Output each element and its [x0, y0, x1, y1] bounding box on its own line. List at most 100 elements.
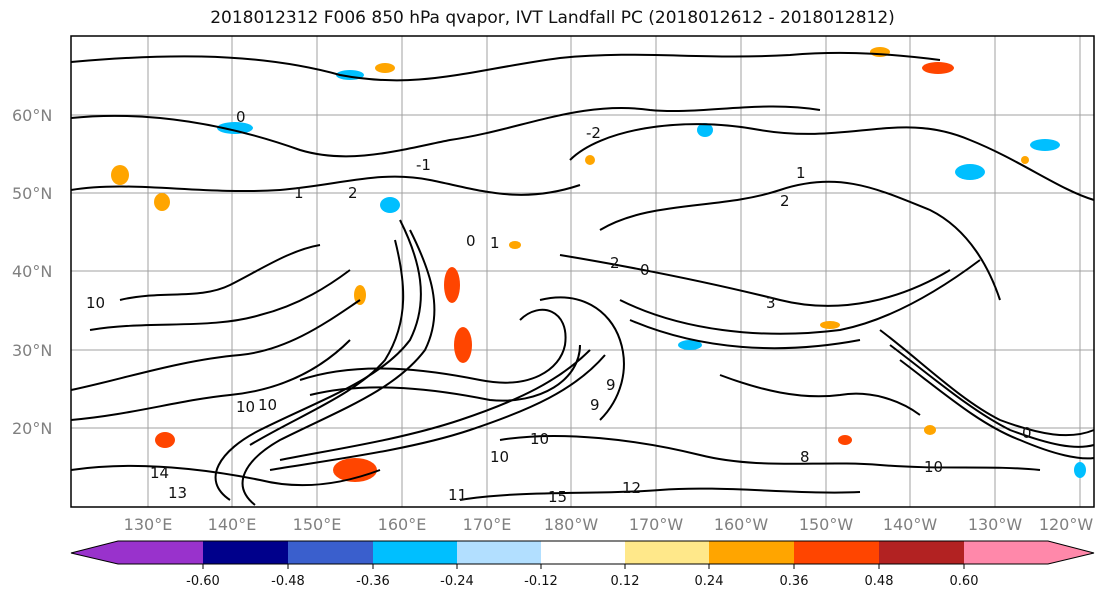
colorbar-extend-max [1048, 541, 1094, 564]
contour-line [89, 269, 351, 331]
colorbar-segment [964, 541, 1048, 564]
lon-label-140e: 140°E [208, 515, 257, 534]
contour-line [459, 487, 861, 501]
contour-label: 0 [236, 108, 246, 126]
colorbar-tick-label: -0.24 [440, 574, 474, 589]
lon-label-130w: 130°W [968, 515, 1023, 534]
colorbar-segment [879, 541, 964, 564]
lon-label-150e: 150°E [293, 515, 342, 534]
lon-label-130e: 130°E [124, 515, 173, 534]
colorbar-segment [625, 541, 709, 564]
qvapor-shading [111, 47, 1086, 482]
contour-label: -2 [586, 124, 601, 142]
colorbar-segment [709, 541, 794, 564]
chart-title: 2018012312 F006 850 hPa qvapor, IVT Land… [210, 8, 895, 28]
shading-patch [585, 155, 595, 165]
contour-line [241, 229, 436, 506]
contour-label: 2 [610, 254, 620, 272]
contour-label: 0 [466, 232, 476, 250]
contour-label: 10 [490, 448, 509, 466]
contour-line [719, 374, 921, 416]
colorbar-tick-label: -0.60 [186, 574, 220, 589]
contour-label: 14 [150, 464, 169, 482]
contour-label: 10 [530, 430, 549, 448]
contour-label: 2 [348, 184, 358, 202]
lon-label-180w: 180°W [544, 515, 599, 534]
contour-label: 10 [86, 294, 105, 312]
shading-patch [154, 193, 170, 211]
contour-label: -1 [416, 156, 431, 174]
contour-label: 0 [640, 261, 650, 279]
shading-patch [678, 340, 702, 350]
contour-line [249, 239, 405, 446]
contour-label: 1 [294, 184, 304, 202]
contour-line [499, 434, 1041, 471]
contour-label: 15 [548, 488, 567, 506]
colorbar-tick-label: 0.12 [611, 574, 640, 589]
shading-patch [955, 164, 985, 180]
contour-line [879, 329, 1095, 437]
colorbar-segment [118, 541, 203, 564]
shading-patch [1021, 156, 1029, 164]
contour-label: 10 [924, 458, 943, 476]
contour-labels: 0 1 2 -2 -1 1 2 0 1 2 3 0 9 10 10 14 13 … [86, 108, 1032, 506]
shading-patch [697, 123, 713, 137]
contour-line [559, 254, 951, 307]
shading-patch [380, 197, 400, 213]
lon-label-170e: 170°E [463, 515, 512, 534]
contour-label: 12 [622, 479, 641, 497]
latitude-labels: 60°N 50°N 40°N 30°N 20°N [12, 106, 52, 438]
ivt-contours [70, 51, 1095, 506]
colorbar-segment [457, 541, 541, 564]
colorbar-ticks [202, 564, 965, 569]
contour-label: 9 [590, 396, 600, 414]
shading-patch [375, 63, 395, 73]
shading-patch [217, 122, 253, 134]
colorbar-segment [373, 541, 457, 564]
lon-label-140w: 140°W [883, 515, 938, 534]
lat-label-30n: 30°N [12, 341, 52, 360]
shading-patch [838, 435, 852, 445]
contour-label: 10 [258, 396, 277, 414]
shading-patch [111, 165, 129, 185]
shading-patch [820, 321, 840, 329]
longitude-labels: 130°E 140°E 150°E 160°E 170°E 180°W 170°… [124, 515, 1094, 534]
colorbar-segment [203, 541, 288, 564]
contour-line [70, 175, 581, 196]
contour-line [70, 105, 821, 158]
contour-line [539, 296, 625, 421]
contour-line [70, 299, 361, 391]
contour-label: 13 [168, 484, 187, 502]
colorbar-segment [288, 541, 373, 564]
contour-label: 11 [448, 486, 467, 504]
colorbar-tick-label: 0.48 [865, 574, 894, 589]
contour-line [279, 349, 591, 461]
colorbar-segment [541, 541, 625, 564]
lon-label-160e: 160°E [378, 515, 427, 534]
colorbar: -0.60 -0.48 -0.36 -0.24 -0.12 0.12 0.24 … [70, 540, 1095, 589]
shading-patch [1074, 462, 1086, 478]
lat-label-50n: 50°N [12, 184, 52, 203]
contour-label: 10 [236, 398, 255, 416]
shading-patch [509, 241, 521, 249]
contour-line [70, 339, 351, 421]
colorbar-tick-label: -0.48 [271, 574, 305, 589]
colorbar-tick-label: -0.12 [524, 574, 558, 589]
contour-label: 3 [766, 294, 776, 312]
colorbar-tick-label: 0.60 [950, 574, 979, 589]
contour-label: 0 [1022, 424, 1032, 442]
contour-line [214, 219, 422, 501]
contour-line [299, 308, 567, 384]
shading-patch [354, 285, 366, 305]
contour-line [119, 244, 321, 301]
lat-label-20n: 20°N [12, 419, 52, 438]
colorbar-outline [70, 540, 1095, 565]
gridlines [71, 36, 1094, 507]
contour-line [309, 344, 581, 402]
contour-label: 2 [780, 192, 790, 210]
contour-line [899, 359, 1095, 460]
contour-label: 8 [800, 448, 810, 466]
contour-line [599, 180, 1001, 301]
contour-label: 1 [796, 164, 806, 182]
